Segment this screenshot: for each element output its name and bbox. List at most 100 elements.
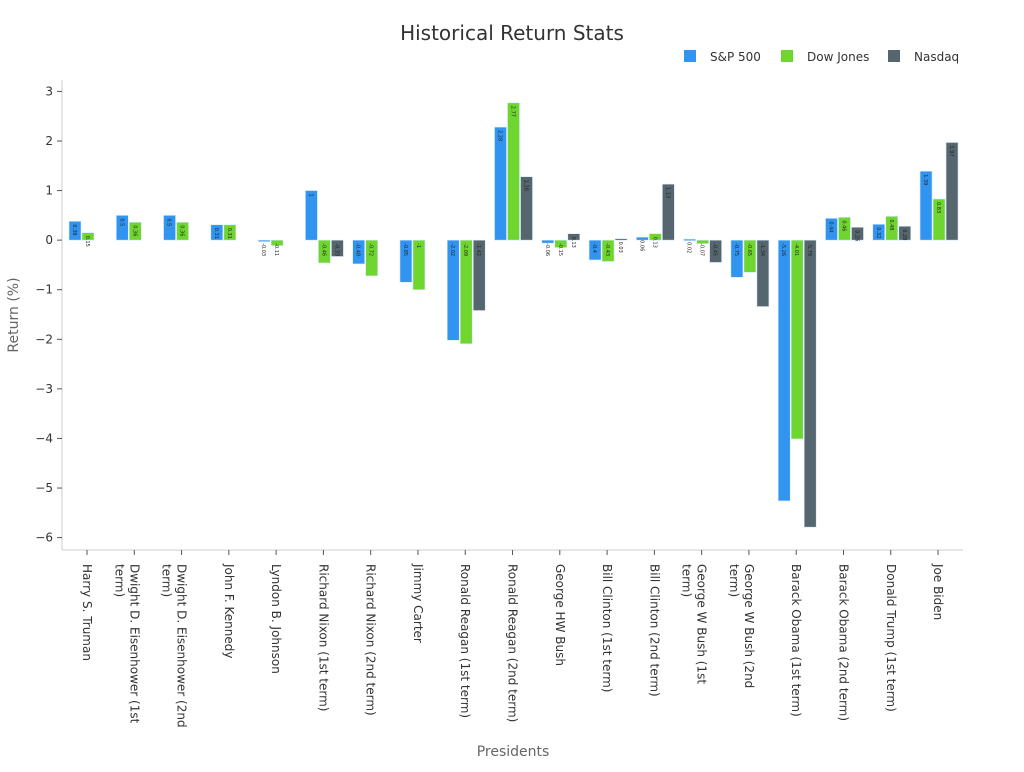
bar-s-p-500[interactable] [257, 239, 271, 242]
bar-dow-jones[interactable] [318, 239, 331, 264]
data-label: -0.11 [273, 243, 279, 256]
bar-nasdaq[interactable] [567, 233, 581, 241]
bar-s-p-500[interactable] [399, 239, 413, 283]
bar-nasdaq[interactable] [945, 142, 959, 241]
bar-nasdaq[interactable] [472, 239, 486, 311]
bar-dow-jones[interactable] [81, 232, 95, 241]
data-label: -1 [415, 243, 421, 248]
bar-nasdaq[interactable] [520, 176, 533, 241]
bar-nasdaq[interactable] [614, 238, 628, 241]
bars: 0.38 0.15 0.5 0.36 0.5 0.36 0.31 0.31 -0.03 -0.11… [68, 102, 959, 528]
data-label: 0.5 [118, 218, 124, 226]
data-label: 0.48 [888, 219, 894, 230]
data-label: -0.03 [260, 243, 266, 256]
data-label: 1 [307, 194, 313, 197]
data-label: 0.32 [875, 227, 881, 238]
bar-nasdaq[interactable] [803, 239, 817, 528]
bar-dow-jones[interactable] [601, 239, 615, 262]
bar-s-p-500[interactable] [825, 218, 838, 241]
bar-nasdaq[interactable] [662, 183, 675, 241]
data-label: 0.31 [226, 228, 232, 239]
bar-dow-jones[interactable] [696, 239, 709, 244]
data-label: -0.46 [320, 243, 326, 256]
bar-s-p-500[interactable] [872, 223, 886, 241]
data-label: 1.97 [948, 145, 954, 156]
bar-dow-jones[interactable] [128, 221, 142, 241]
data-label: -0.15 [557, 243, 563, 256]
data-label: -2.02 [449, 243, 455, 256]
legend-swatch [888, 50, 900, 62]
x-tick-label: Harry S. Truman [80, 564, 94, 661]
data-label: 1.28 [523, 180, 529, 191]
bar-dow-jones[interactable] [459, 239, 473, 345]
bar-s-p-500[interactable] [115, 215, 129, 241]
bar-s-p-500[interactable] [494, 126, 507, 241]
data-label: -0.06 [544, 243, 550, 256]
legend[interactable]: S&P 500 Dow Jones Nasdaq [684, 50, 959, 64]
bar-dow-jones[interactable] [885, 216, 899, 241]
bar-s-p-500[interactable] [541, 239, 555, 244]
bar-dow-jones[interactable] [223, 224, 237, 241]
bar-dow-jones[interactable] [932, 198, 946, 241]
bar-nasdaq[interactable] [851, 226, 864, 241]
bar-s-p-500[interactable] [163, 215, 176, 241]
bar-dow-jones[interactable] [365, 239, 378, 277]
data-label: -1.34 [759, 243, 765, 256]
y-tick-label: 0 [45, 233, 53, 247]
bar-s-p-500[interactable] [588, 239, 602, 261]
bar-s-p-500[interactable] [305, 190, 318, 241]
data-label: -0.85 [402, 243, 408, 256]
data-label: -0.33 [333, 243, 339, 256]
bar-dow-jones[interactable] [790, 239, 804, 440]
bar-nasdaq[interactable] [898, 225, 912, 241]
bar-dow-jones[interactable] [554, 239, 568, 248]
x-tick-label: Ronald Reagan (1st term) [458, 564, 472, 718]
y-tick-label: 3 [45, 84, 53, 98]
data-label: -0.45 [712, 243, 718, 256]
bar-dow-jones[interactable] [270, 239, 284, 246]
x-tick-label: Lyndon B. Johnson [269, 564, 283, 674]
data-label: 2.28 [497, 130, 503, 141]
x-tick-label: Bill Clinton (1st term) [600, 564, 614, 692]
bar-s-p-500[interactable] [919, 170, 933, 241]
y-tick-label: −1 [35, 283, 53, 297]
x-axis-label: Presidents [477, 744, 550, 760]
y-tick-label: −3 [35, 382, 53, 396]
data-label: 0.13 [651, 237, 657, 248]
bar-nasdaq[interactable] [709, 239, 722, 263]
legend-swatch [781, 50, 793, 62]
bar-s-p-500[interactable] [352, 239, 365, 265]
legend-label: S&P 500 [710, 50, 761, 64]
legend-swatch [684, 50, 696, 62]
legend-label: Nasdaq [914, 50, 959, 64]
data-label: -0.4 [591, 243, 597, 253]
data-label: 0.03 [617, 242, 623, 253]
bar-dow-jones[interactable] [743, 239, 757, 273]
data-label: 0.31 [213, 228, 219, 239]
bar-dow-jones[interactable] [838, 217, 851, 241]
x-tick-label: Richard Nixon (2nd term) [364, 564, 378, 716]
data-label: 0.28 [901, 229, 907, 240]
bar-nasdaq[interactable] [756, 239, 770, 307]
x-tick-label: Ronald Reagan (2nd term) [506, 564, 520, 722]
bar-s-p-500[interactable] [446, 239, 460, 341]
bar-s-p-500[interactable] [730, 239, 744, 278]
bar-dow-jones[interactable] [507, 102, 520, 241]
x-tick-label: Barack Obama (2nd term) [836, 564, 850, 721]
bar-dow-jones[interactable] [412, 239, 426, 291]
bar-s-p-500[interactable] [68, 220, 82, 241]
bar-s-p-500[interactable] [683, 238, 696, 241]
bar-s-p-500[interactable] [636, 236, 649, 241]
bar-dow-jones[interactable] [649, 233, 662, 241]
bar-s-p-500[interactable] [777, 239, 791, 502]
data-label: 0.13 [570, 237, 576, 248]
data-label: -0.72 [368, 243, 374, 256]
data-label: 2.77 [510, 106, 516, 117]
y-tick-label: 1 [45, 184, 53, 198]
bar-nasdaq[interactable] [331, 239, 344, 257]
data-label: 0.02 [686, 242, 692, 253]
bar-dow-jones[interactable] [176, 221, 189, 241]
bar-s-p-500[interactable] [210, 224, 224, 241]
data-label: 1.39 [922, 174, 928, 185]
